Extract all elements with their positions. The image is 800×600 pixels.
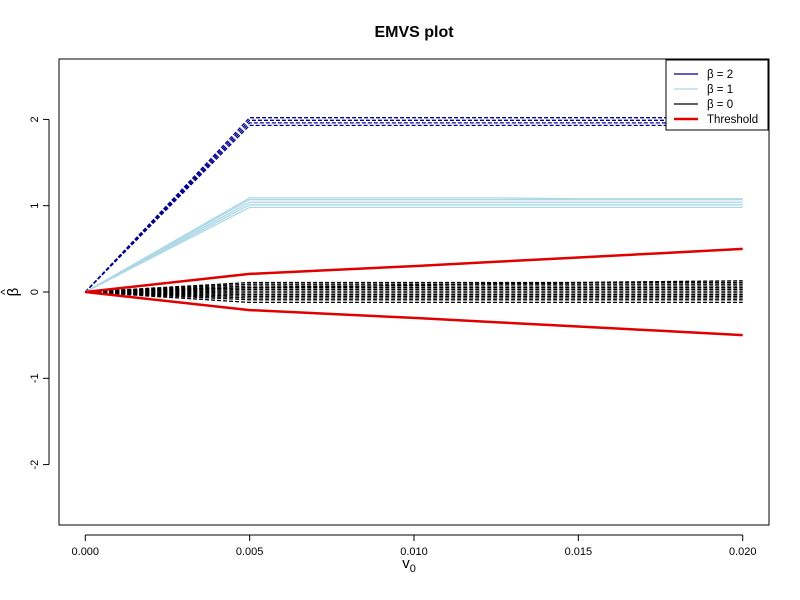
y-axis-label-accent: ^ — [0, 289, 12, 295]
legend-label-0: β = 2 — [707, 69, 733, 81]
series-line-0 — [84, 124, 743, 293]
series-line-11 — [85, 291, 743, 299]
series-line-5 — [84, 204, 743, 293]
x-tick-label-4: 0.020 — [729, 546, 757, 558]
series-line-12 — [85, 291, 743, 297]
series-line-6 — [84, 201, 743, 293]
x-tick-label-3: 0.015 — [565, 546, 593, 558]
series-line-1 — [84, 122, 743, 293]
legend-label-2: β = 0 — [707, 99, 733, 111]
x-axis-label-subscript: 0 — [410, 563, 416, 575]
x-axis-label-main: v — [402, 555, 410, 572]
x-tick-label-0: 0.000 — [72, 546, 100, 558]
axes-layer: 0.000 0.005 0.010 0.015 0.020 -2 -1 0 1 2 — [29, 116, 756, 558]
series-line-20 — [85, 281, 743, 293]
x-tick-label-2: 0.010 — [400, 546, 428, 558]
series-line-17 — [85, 287, 743, 293]
series-line-15 — [85, 290, 743, 293]
series-line-18 — [85, 285, 743, 293]
series-line-14 — [85, 291, 743, 294]
series-line-4 — [85, 206, 743, 293]
x-tick-label-1: 0.005 — [236, 546, 264, 558]
series-line-3 — [84, 117, 743, 293]
series-line-10 — [85, 291, 743, 301]
y-tick-label-0: -2 — [29, 460, 41, 470]
legend-label-3: Threshold — [707, 114, 758, 126]
series-line-9 — [85, 291, 743, 304]
y-tick-label-2: 0 — [29, 289, 41, 295]
series-line-21 — [85, 280, 743, 293]
y-axis-label: β — [5, 287, 22, 296]
plot-frame — [58, 58, 770, 526]
y-axis-label-group: β ^ — [0, 287, 22, 296]
chart-title: EMVS plot — [374, 24, 454, 41]
legend: β = 2 β = 1 β = 0 Threshold — [665, 59, 769, 131]
series-line-13 — [85, 291, 743, 296]
series-line-16 — [85, 288, 743, 293]
series-layer — [84, 117, 743, 337]
series-line-8 — [84, 197, 743, 293]
y-tick-label-4: 2 — [29, 116, 41, 122]
series-line-7 — [84, 199, 743, 293]
series-line-23 — [85, 290, 743, 337]
y-tick-label-1: -1 — [29, 373, 41, 383]
series-line-22 — [85, 247, 743, 294]
x-axis-label: v0 — [402, 555, 416, 575]
legend-label-1: β = 1 — [707, 84, 733, 96]
y-tick-label-3: 1 — [29, 203, 41, 209]
